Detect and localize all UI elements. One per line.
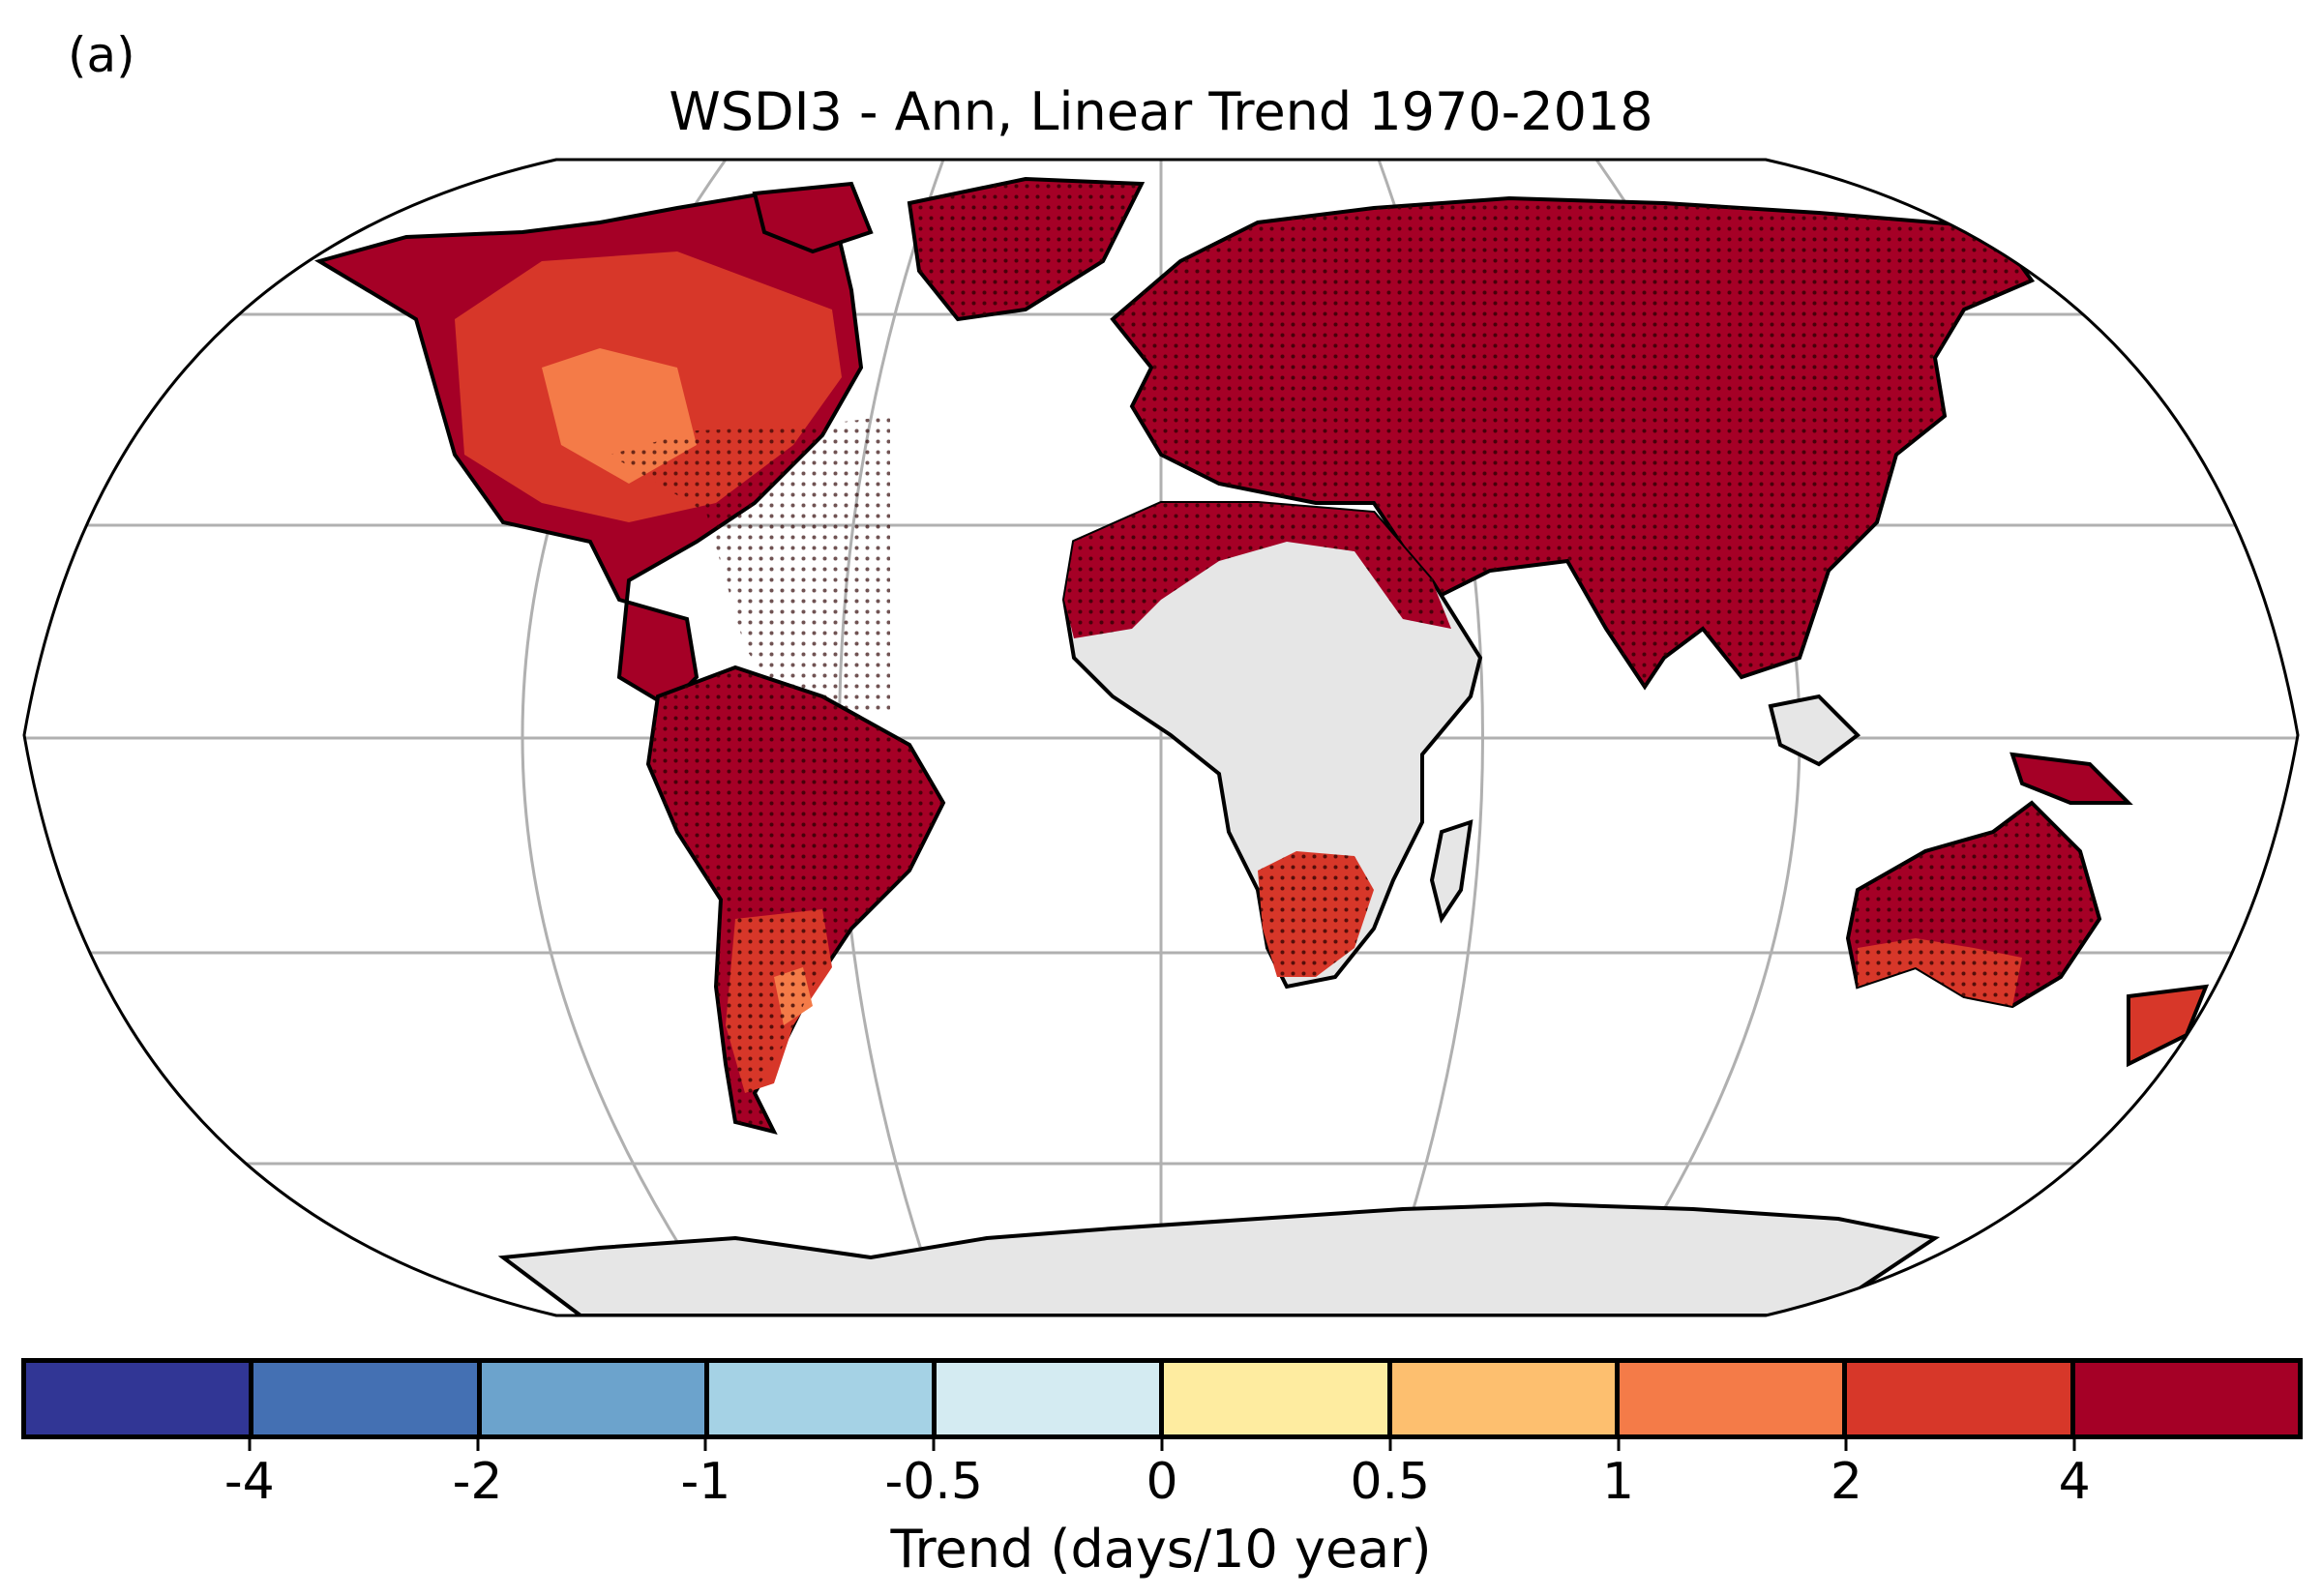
colorbar-tick-label: -2 bbox=[452, 1453, 503, 1511]
map-boundary bbox=[22, 158, 2300, 1317]
colorbar-tick-label: 1 bbox=[1602, 1453, 1635, 1511]
new-guinea bbox=[2009, 752, 2133, 805]
colorbar-segment-8 bbox=[1847, 1363, 2075, 1434]
colorbar-tick-label: 4 bbox=[2058, 1453, 2091, 1511]
colorbar-tick-mark bbox=[476, 1439, 480, 1451]
colorbar-tick-label: -4 bbox=[223, 1453, 275, 1511]
colorbar bbox=[21, 1358, 2303, 1439]
australia-stippling bbox=[1848, 803, 2099, 1006]
colorbar-segment-5 bbox=[1164, 1363, 1392, 1434]
colorbar-tick-mark bbox=[1617, 1439, 1621, 1451]
colorbar-segment-6 bbox=[1391, 1363, 1621, 1434]
south-america-stippling bbox=[648, 667, 943, 1132]
greenland-stippling bbox=[909, 179, 1142, 319]
colorbar-segment-0 bbox=[26, 1363, 254, 1434]
maritime-se-asia bbox=[1768, 694, 1861, 767]
colorbar-segment-1 bbox=[253, 1363, 482, 1434]
colorbar-tick-mark bbox=[1844, 1439, 1848, 1451]
eurasia-stippling bbox=[1113, 198, 2032, 687]
colorbar-tick-mark bbox=[932, 1439, 936, 1451]
map-title: WSDI3 - Ann, Linear Trend 1970-2018 bbox=[669, 81, 1653, 142]
colorbar-tick-mark bbox=[703, 1439, 707, 1451]
madagascar bbox=[1429, 819, 1474, 924]
antarctica bbox=[497, 1201, 1941, 1315]
colorbar-label: Trend (days/10 year) bbox=[890, 1519, 1432, 1580]
colorbar-segment-9 bbox=[2074, 1363, 2298, 1434]
southern-africa-stippling bbox=[1258, 851, 1374, 977]
world-map bbox=[22, 158, 2300, 1317]
colorbar-tick-mark bbox=[1388, 1439, 1392, 1451]
colorbar-tick-label: 2 bbox=[1830, 1453, 1862, 1511]
north-africa-stippling bbox=[1064, 503, 1451, 638]
colorbar-segment-3 bbox=[708, 1363, 938, 1434]
colorbar-tick-mark bbox=[2072, 1439, 2076, 1451]
colorbar-tick-label: -1 bbox=[680, 1453, 731, 1511]
colorbar-segment-7 bbox=[1620, 1363, 1848, 1434]
colorbar-tick-mark bbox=[248, 1439, 252, 1451]
colorbar-segment-4 bbox=[937, 1363, 1165, 1434]
colorbar-tick-label: 0.5 bbox=[1350, 1453, 1431, 1511]
colorbar-segment-2 bbox=[481, 1363, 709, 1434]
panel-label: (a) bbox=[68, 27, 135, 83]
colorbar-tick-label: 0 bbox=[1146, 1453, 1178, 1511]
colorbar-tick-mark bbox=[1160, 1439, 1164, 1451]
colorbar-tick-label: -0.5 bbox=[884, 1453, 983, 1511]
arctic-islands bbox=[752, 181, 874, 254]
